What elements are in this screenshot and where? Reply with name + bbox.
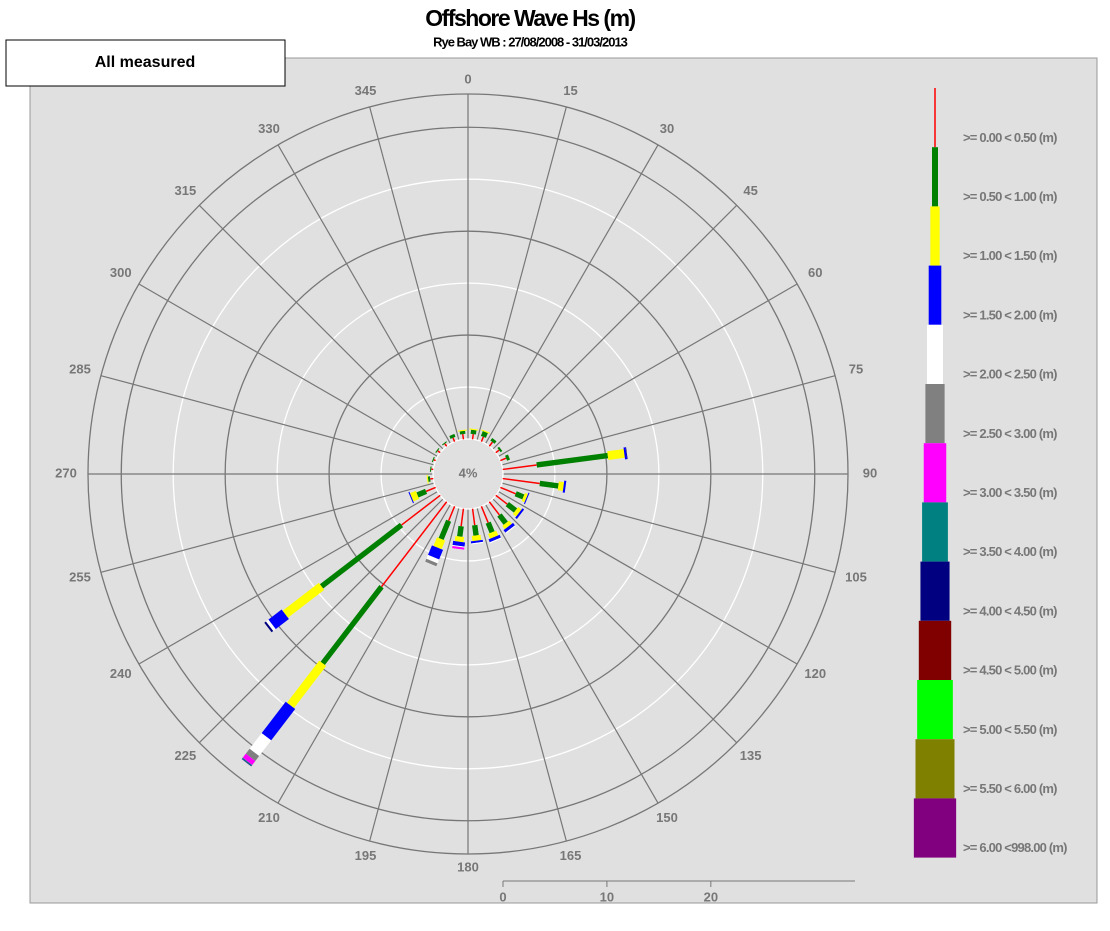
rose-segment [437, 450, 438, 451]
rose-segment [483, 432, 485, 437]
rose-segment [438, 539, 442, 548]
direction-label: 195 [355, 848, 377, 863]
direction-label: 225 [175, 748, 197, 763]
direction-label: 75 [849, 361, 863, 376]
legend-swatch [929, 266, 942, 325]
rose-segment [270, 624, 272, 626]
rose-segment [434, 460, 436, 461]
center-label: 4% [459, 465, 478, 480]
legend-label: >= 4.50 < 5.00 (m) [963, 663, 1057, 678]
direction-label: 105 [845, 569, 867, 584]
legend-swatch [932, 147, 938, 206]
rose-segment [506, 457, 509, 458]
legend-label: >= 1.00 < 1.50 (m) [963, 248, 1057, 263]
direction-label: 150 [656, 810, 678, 825]
rose-segment [519, 513, 521, 514]
rose-segment [492, 440, 494, 442]
rose-segment [444, 443, 445, 444]
rose-segment [412, 495, 418, 497]
legend-swatch [924, 443, 947, 502]
legend-swatch [919, 621, 951, 680]
rose-segment [463, 434, 464, 439]
rose-segment [432, 557, 434, 561]
chart-subtitle: Rye Bay WB : 27/08/2008 - 31/03/2013 [433, 34, 628, 49]
rose-segment [523, 497, 526, 498]
direction-label: 60 [808, 265, 822, 280]
rose-segment [459, 537, 460, 542]
rose-segment [473, 434, 474, 439]
rose-segment [516, 510, 519, 513]
direction-label: 315 [175, 183, 197, 198]
rose-segment [499, 449, 501, 450]
rose-segment [508, 526, 510, 528]
rose-segment [459, 542, 460, 546]
rose-segment [488, 523, 492, 533]
filter-label: All measured [95, 54, 195, 71]
legend-swatch [930, 206, 939, 265]
legend-label: >= 0.00 < 0.50 (m) [963, 130, 1057, 145]
legend-label: >= 1.50 < 2.00 (m) [963, 307, 1057, 322]
direction-label: 120 [804, 666, 826, 681]
direction-label: 0 [464, 71, 471, 86]
direction-label: 165 [560, 848, 582, 863]
rose-segment [247, 757, 250, 761]
direction-label: 330 [258, 121, 280, 136]
legend-swatch [914, 798, 956, 857]
legend-label: >= 5.50 < 6.00 (m) [963, 781, 1057, 796]
legend-swatch [922, 502, 948, 561]
scale-label: 10 [600, 889, 614, 904]
direction-label: 30 [660, 121, 674, 136]
legend-label: >= 3.00 < 3.50 (m) [963, 485, 1057, 500]
rose-segment [494, 537, 495, 540]
rose-segment [558, 486, 563, 487]
direction-label: 135 [740, 748, 762, 763]
scale-label: 0 [499, 889, 506, 904]
rose-segment [431, 561, 432, 564]
rose-segment [540, 483, 559, 485]
rose-segment [251, 752, 255, 757]
direction-label: 300 [110, 265, 132, 280]
rose-segment [492, 532, 494, 537]
legend-swatch [916, 739, 955, 798]
direction-label: 180 [457, 859, 479, 874]
direction-label: 210 [258, 810, 280, 825]
rose-segment [417, 491, 426, 495]
legend-label: >= 2.50 < 3.00 (m) [963, 426, 1057, 441]
rose-segment [247, 761, 248, 762]
rose-segment [475, 525, 476, 535]
legend-label: >= 6.00 <998.00 (m) [963, 840, 1067, 855]
legend-swatch [920, 562, 949, 621]
rose-segment [460, 526, 461, 536]
direction-label: 15 [563, 83, 577, 98]
direction-label: 240 [110, 666, 132, 681]
legend-swatch [927, 325, 943, 384]
legend-label: >= 0.50 < 1.00 (m) [963, 189, 1057, 204]
legend-label: >= 5.00 < 5.50 (m) [963, 722, 1057, 737]
direction-label: 285 [69, 361, 91, 376]
rose-segment [506, 523, 509, 526]
legend-swatch [917, 680, 953, 739]
rose-segment [434, 548, 438, 558]
direction-label: 345 [355, 83, 377, 98]
legend-label: >= 2.00 < 2.50 (m) [963, 367, 1057, 382]
direction-label: 255 [69, 569, 91, 584]
rose-segment [476, 535, 477, 540]
direction-label: 90 [863, 465, 877, 480]
rose-segment [510, 529, 511, 530]
rose-segment [452, 435, 453, 438]
legend-label: >= 3.50 < 4.00 (m) [963, 544, 1057, 559]
rose-segment [473, 430, 474, 434]
chart-title: Offshore Wave Hs (m) [425, 5, 635, 31]
scale-label: 20 [704, 889, 718, 904]
direction-label: 270 [55, 465, 77, 480]
rose-segment [268, 626, 270, 627]
rose-segment [516, 494, 524, 497]
legend-swatch [925, 384, 944, 443]
direction-label: 45 [743, 183, 757, 198]
rose-segment [272, 614, 285, 624]
legend-label: >= 4.00 < 4.50 (m) [963, 603, 1057, 618]
rose-segment [608, 453, 624, 455]
legend-swatch [934, 88, 936, 147]
